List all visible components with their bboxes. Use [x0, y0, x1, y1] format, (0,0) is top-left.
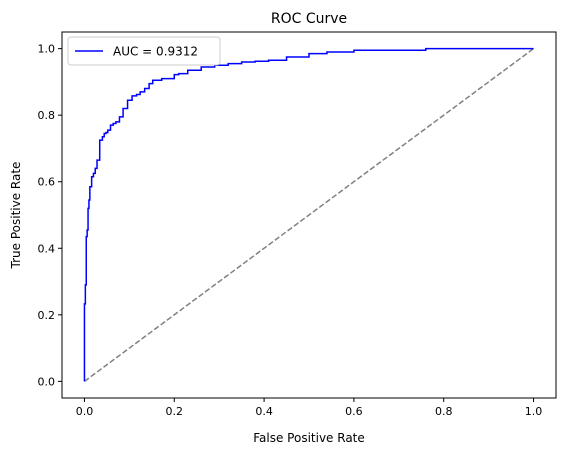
x-tick-label: 1.0	[525, 405, 543, 418]
x-tick-label: 0.6	[345, 405, 363, 418]
y-tick-label: 0.8	[38, 109, 56, 122]
y-tick-label: 0.2	[38, 309, 56, 322]
x-axis-label: False Positive Rate	[253, 431, 365, 445]
y-tick-label: 0.6	[38, 176, 56, 189]
y-tick-label: 1.0	[38, 43, 56, 56]
x-tick-label: 0.4	[255, 405, 273, 418]
chart-title: ROC Curve	[271, 11, 347, 27]
x-tick-label: 0.8	[435, 405, 453, 418]
x-axis-ticks: 0.0 0.2 0.4 0.6 0.8 1.0	[76, 398, 543, 418]
roc-curve-line	[83, 47, 534, 382]
plot-area	[61, 31, 557, 399]
legend-label: AUC = 0.9312	[113, 45, 198, 59]
series-layer	[83, 47, 534, 382]
legend: AUC = 0.9312	[67, 36, 221, 66]
chance-diagonal-line	[84, 48, 534, 382]
y-axis-ticks: 0.0 0.2 0.4 0.6 0.8 1.0	[38, 43, 62, 388]
y-tick-label: 0.4	[38, 242, 56, 255]
y-tick-label: 0.0	[38, 375, 56, 388]
plot-frame	[61, 31, 557, 399]
x-tick-label: 0.0	[76, 405, 94, 418]
y-axis-label: True Positive Rate	[9, 162, 23, 270]
legend-box	[67, 36, 221, 66]
x-tick-label: 0.2	[166, 405, 184, 418]
